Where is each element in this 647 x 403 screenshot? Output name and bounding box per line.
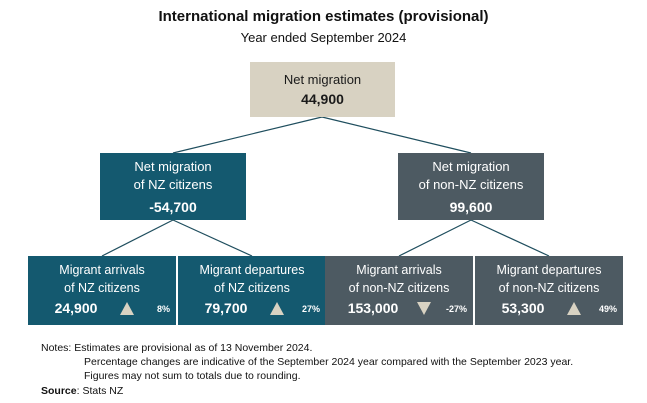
triangle-up-icon <box>567 302 581 315</box>
net-migration-box: Net migration 44,900 <box>250 62 395 117</box>
triangle-up-icon <box>120 302 134 315</box>
net-migration-label: Net migration <box>283 72 362 87</box>
notes-line-3: Figures may not sum to totals due to rou… <box>84 370 301 382</box>
arrivals-non-nz-label: Migrant arrivals of non-NZ citizens <box>348 263 450 295</box>
net-migration-nz-value: -54,700 <box>149 199 197 215</box>
arrivals-nz-box: Migrant arrivals of NZ citizens 24,900 8% <box>28 256 176 325</box>
source-text: : Stats NZ <box>76 385 124 397</box>
connector-root-non-nz <box>321 116 472 154</box>
connector-non-nz-departures <box>470 219 550 257</box>
connector-root-nz <box>172 116 323 154</box>
arrivals-non-nz-box: Migrant arrivals of non-NZ citizens 153,0… <box>325 256 473 325</box>
departures-nz-value: 79,700 <box>204 300 248 316</box>
arrivals-nz-value: 24,900 <box>54 300 98 316</box>
arrivals-non-nz-change: -27% <box>445 304 467 314</box>
net-migration-nz-label: Net migration of NZ citizens <box>133 159 213 192</box>
triangle-down-icon <box>417 302 431 315</box>
net-migration-value: 44,900 <box>301 91 344 107</box>
departures-nz-label: Migrant departures of NZ citizens <box>199 263 305 295</box>
connector-nz-arrivals <box>101 219 174 257</box>
notes: Notes: Estimates are provisional as of 1… <box>41 341 573 383</box>
triangle-up-icon <box>270 302 284 315</box>
departures-nz-change: 27% <box>301 304 320 314</box>
departures-non-nz-box: Migrant departures of non-NZ citizens 53,… <box>475 256 623 325</box>
departures-nz-box: Migrant departures of NZ citizens 79,700 … <box>178 256 326 325</box>
arrivals-nz-label: Migrant arrivals of NZ citizens <box>59 263 145 295</box>
chart-subtitle: Year ended September 2024 <box>240 30 407 45</box>
net-migration-nz-box: Net migration of NZ citizens -54,700 <box>100 153 246 220</box>
net-migration-non-nz-box: Net migration of non-NZ citizens 99,600 <box>398 153 544 220</box>
connector-nz-departures <box>172 219 253 257</box>
notes-line-2: Percentage changes are indicative of the… <box>84 356 574 368</box>
net-migration-non-nz-value: 99,600 <box>449 199 493 215</box>
source-label: Source <box>41 385 77 397</box>
chart-title: International migration estimates (provi… <box>158 8 489 25</box>
arrivals-non-nz-value: 153,000 <box>347 300 399 316</box>
source-line: Source: Stats NZ <box>41 385 123 397</box>
departures-non-nz-change: 49% <box>598 304 617 314</box>
notes-line-1: Notes: Estimates are provisional as of 1… <box>41 342 313 354</box>
departures-non-nz-value: 53,300 <box>501 300 545 316</box>
arrivals-nz-change: 8% <box>156 304 170 314</box>
net-migration-non-nz-label: Net migration of non-NZ citizens <box>418 159 524 192</box>
connector-non-nz-arrivals <box>398 219 472 257</box>
departures-non-nz-label: Migrant departures of non-NZ citizens <box>496 263 602 295</box>
